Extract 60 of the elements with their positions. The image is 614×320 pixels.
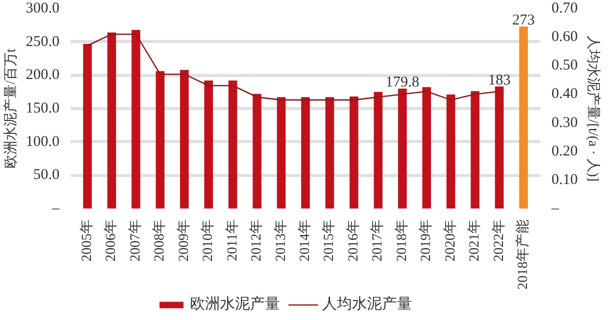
x-tick-label: 2020年 [442, 220, 458, 262]
bar [301, 97, 310, 208]
y2-tick-label: 0.60 [552, 29, 578, 46]
x-tick-label: 2021年 [466, 220, 483, 262]
x-tick-label: 2013年 [272, 220, 289, 262]
bar [325, 97, 334, 208]
y2-tick-label: 0.30 [552, 114, 578, 131]
y2-tick-label: 0.50 [552, 58, 578, 74]
data-label: 179.8 [386, 74, 420, 91]
bar [252, 94, 262, 208]
y2-tick-label: 0.40 [552, 86, 578, 102]
x-tick-label: 2009年 [176, 220, 192, 262]
x-tick-label: 2022年 [490, 220, 507, 262]
bar [422, 87, 431, 208]
data-label: 183 [488, 72, 511, 88]
x-tick-label: 2005年 [78, 220, 95, 262]
bar [107, 32, 116, 208]
y-tick-label: 150.0 [26, 100, 60, 116]
y-tick-label: 200.0 [26, 67, 60, 84]
bar [156, 71, 164, 208]
data-label: 273 [512, 12, 535, 28]
y2-tick-label: 0.70 [552, 0, 578, 16]
y-tick-label: 300.0 [26, 0, 60, 16]
bar [83, 44, 92, 208]
x-tick-label: 2010年 [200, 220, 216, 262]
x-tick-label: 2011年 [224, 219, 240, 261]
x-tick-label: 2007年 [127, 220, 144, 262]
y-tick-label: 250.0 [26, 34, 60, 50]
y2-tick-label: 0.20 [552, 143, 578, 160]
bar [374, 92, 383, 208]
legend-label: 欧洲水泥产量 [190, 295, 280, 314]
bar [494, 86, 504, 208]
x-tick-label: 2006年 [103, 220, 120, 262]
x-tick-label: 2016年 [345, 220, 362, 262]
x-tick-label: 2017年 [370, 220, 386, 262]
y2-tick-label: 0.10 [552, 172, 578, 188]
x-tick-label: 2012年 [248, 220, 265, 262]
bar [132, 30, 140, 208]
bar [350, 96, 358, 208]
bar [446, 94, 456, 208]
x-tick-label: 2008年 [152, 220, 168, 262]
bar [180, 70, 189, 208]
bar [204, 80, 213, 208]
x-tick-label: 2019年 [418, 220, 434, 262]
bar [276, 97, 286, 208]
x-tick-label: 2015年 [321, 220, 338, 262]
bar [519, 26, 528, 208]
y-tick-label: 100.0 [26, 134, 60, 150]
bar [228, 80, 238, 208]
y2-axis-title: 人均水泥产量/[t/(a · 人)] [584, 35, 601, 182]
y-tick-label: – [51, 200, 60, 216]
bar [470, 91, 480, 208]
x-tick-label: 2018年产能 [515, 220, 532, 290]
x-tick-label: 2014年 [297, 220, 313, 262]
y-axis-title: 欧洲水泥产量/百万t [2, 48, 19, 168]
y2-tick-label: – [550, 200, 560, 216]
y-tick-label: 50.0 [33, 167, 60, 184]
legend-label: 人均水泥产量 [322, 295, 412, 314]
bar [398, 88, 407, 208]
x-tick-label: 2018年 [394, 220, 410, 262]
